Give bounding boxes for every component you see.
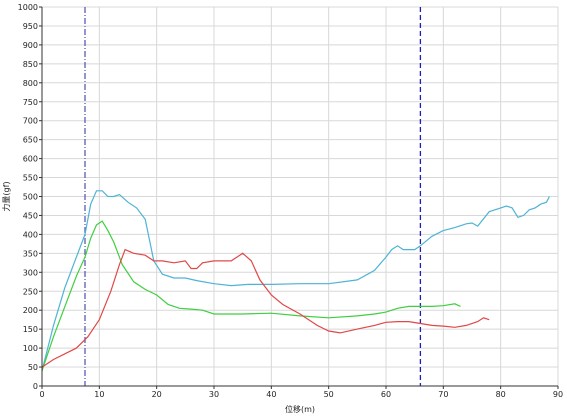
y-tick-label: 150: [23, 325, 38, 334]
x-tick-label: 30: [209, 390, 219, 399]
y-tick-label: 750: [23, 98, 38, 107]
y-tick-label: 600: [23, 155, 38, 164]
y-tick-label: 300: [23, 268, 38, 277]
x-tick-label: 10: [94, 390, 104, 399]
y-tick-label: 900: [23, 41, 38, 50]
x-tick-label: 20: [152, 390, 162, 399]
x-axis-title: 位移(m): [285, 404, 315, 414]
y-tick-label: 650: [23, 136, 38, 145]
x-tick-label: 70: [438, 390, 448, 399]
y-tick-label: 850: [23, 60, 38, 69]
grid: [41, 6, 559, 387]
series-group: [41, 190, 550, 371]
x-tick-label: 50: [324, 390, 334, 399]
tick-labels: 0501001502002503003504004505005506006507…: [18, 3, 563, 399]
y-tick-label: 50: [28, 363, 38, 372]
x-tick-label: 40: [266, 390, 276, 399]
series-line-2: [41, 220, 461, 371]
x-tick-label: 60: [381, 390, 391, 399]
y-tick-label: 400: [23, 230, 38, 239]
y-tick-label: 350: [23, 249, 38, 258]
y-tick-label: 550: [23, 174, 38, 183]
vertical-markers: [84, 7, 422, 386]
y-tick-label: 100: [23, 344, 38, 353]
y-tick-label: 0: [33, 382, 38, 391]
y-axis-title: 力量(gf): [1, 181, 11, 211]
x-tick-label: 0: [39, 390, 44, 399]
x-tick-label: 90: [553, 390, 563, 399]
y-tick-label: 950: [23, 22, 38, 31]
y-tick-label: 700: [23, 117, 38, 126]
y-tick-label: 200: [23, 306, 38, 315]
y-tick-label: 250: [23, 287, 38, 296]
y-tick-label: 500: [23, 193, 38, 202]
y-tick-label: 1000: [18, 3, 38, 12]
series-line-3: [41, 248, 490, 368]
y-tick-label: 450: [23, 211, 38, 220]
x-tick-label: 80: [496, 390, 506, 399]
y-tick-label: 800: [23, 79, 38, 88]
series-line-1: [41, 190, 550, 371]
